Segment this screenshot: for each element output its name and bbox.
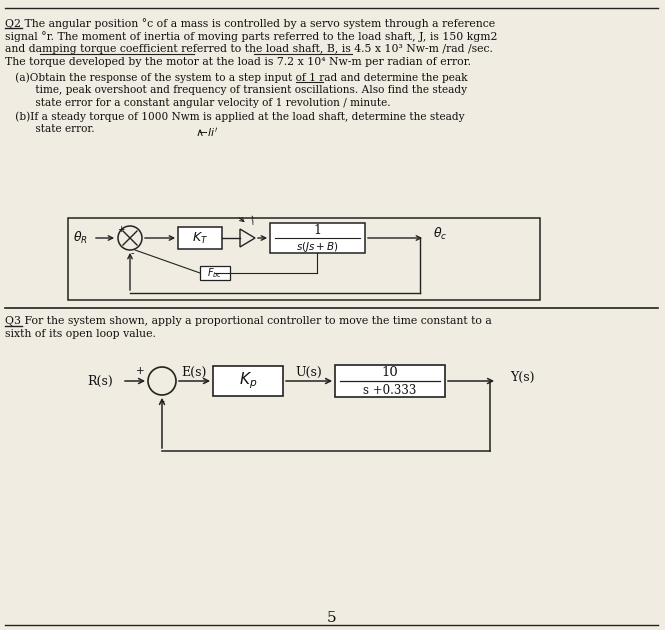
Text: -: -	[160, 396, 164, 406]
Text: U(s): U(s)	[296, 365, 323, 379]
Text: (b)If a steady torque of 1000 Nwm is applied at the load shaft, determine the st: (b)If a steady torque of 1000 Nwm is app…	[5, 111, 464, 122]
Text: /: /	[250, 215, 257, 226]
Text: 1: 1	[313, 224, 321, 238]
Text: $\theta_c$: $\theta_c$	[433, 226, 448, 242]
Bar	[200, 266, 230, 280]
Text: The torque developed by the motor at the load is 7.2 x 10⁴ Nw-m per radian of er: The torque developed by the motor at the…	[5, 57, 471, 67]
Text: signal °r. The moment of inertia of moving parts referred to the load shaft, J, : signal °r. The moment of inertia of movi…	[5, 31, 497, 42]
Text: 10: 10	[382, 367, 398, 379]
Text: $s(Js+B)$: $s(Js+B)$	[296, 240, 339, 254]
Text: (a)Obtain the response of the system to a step input of 1 rad and determine the : (a)Obtain the response of the system to …	[5, 72, 467, 83]
Text: $K_T$: $K_T$	[192, 231, 208, 246]
Text: Q3 For the system shown, apply a proportional controller to move the time consta: Q3 For the system shown, apply a proport…	[5, 316, 491, 326]
Text: and damping torque coefficient referred to the load shaft, B, is 4.5 x 10³ Nw-m : and damping torque coefficient referred …	[5, 44, 493, 54]
Bar	[178, 227, 222, 249]
Bar	[213, 366, 283, 396]
Text: E(s): E(s)	[182, 365, 207, 379]
Text: $F_{bc}$: $F_{bc}$	[207, 266, 223, 280]
Text: $\wedge\!\!\!\!-\!li^{\prime}$: $\wedge\!\!\!\!-\!li^{\prime}$	[195, 126, 219, 139]
Bar	[68, 218, 540, 300]
Bar	[270, 223, 365, 253]
Text: -: -	[130, 248, 134, 258]
Text: $\theta_R$: $\theta_R$	[72, 230, 88, 246]
Text: state error.: state error.	[5, 124, 94, 134]
Text: +: +	[136, 366, 144, 376]
Bar	[335, 365, 445, 397]
Text: $K_p$: $K_p$	[239, 370, 257, 391]
Text: Y(s): Y(s)	[510, 370, 535, 384]
Text: +: +	[117, 224, 125, 234]
Text: Q2 The angular position °c of a mass is controlled by a servo system through a r: Q2 The angular position °c of a mass is …	[5, 18, 495, 29]
Text: R(s): R(s)	[87, 374, 113, 387]
Text: sixth of its open loop value.: sixth of its open loop value.	[5, 329, 156, 339]
Text: s +0.333: s +0.333	[363, 384, 417, 396]
Text: time, peak overshoot and frequency of transient oscillations. Also find the stea: time, peak overshoot and frequency of tr…	[5, 85, 467, 95]
Text: 5: 5	[327, 611, 336, 625]
Text: state error for a constant angular velocity of 1 revolution / minute.: state error for a constant angular veloc…	[5, 98, 390, 108]
